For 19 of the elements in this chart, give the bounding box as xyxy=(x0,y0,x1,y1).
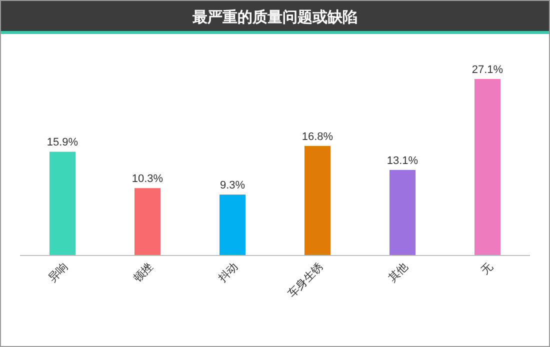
x-tick-label: 异响 xyxy=(46,260,71,285)
data-label: 27.1% xyxy=(472,64,504,76)
data-label: 16.8% xyxy=(302,130,334,143)
bar xyxy=(220,194,246,255)
bar xyxy=(474,79,500,255)
data-label: 15.9% xyxy=(46,136,78,149)
x-tick-label: 车身生锈 xyxy=(285,260,326,300)
data-label: 13.1% xyxy=(386,154,418,167)
x-tick-label: 无 xyxy=(479,260,496,277)
x-tick-label: 其他 xyxy=(386,260,411,285)
bar xyxy=(134,188,160,255)
bar xyxy=(50,152,76,255)
bar xyxy=(304,146,330,255)
data-label: 9.3% xyxy=(220,180,246,192)
bar xyxy=(390,170,416,255)
chart-title: 最严重的质量问题或缺陷 xyxy=(192,9,358,26)
data-label: 10.3% xyxy=(132,173,164,186)
x-tick-label: 抖动 xyxy=(216,260,241,286)
x-tick-label: 顿挫 xyxy=(130,260,156,285)
